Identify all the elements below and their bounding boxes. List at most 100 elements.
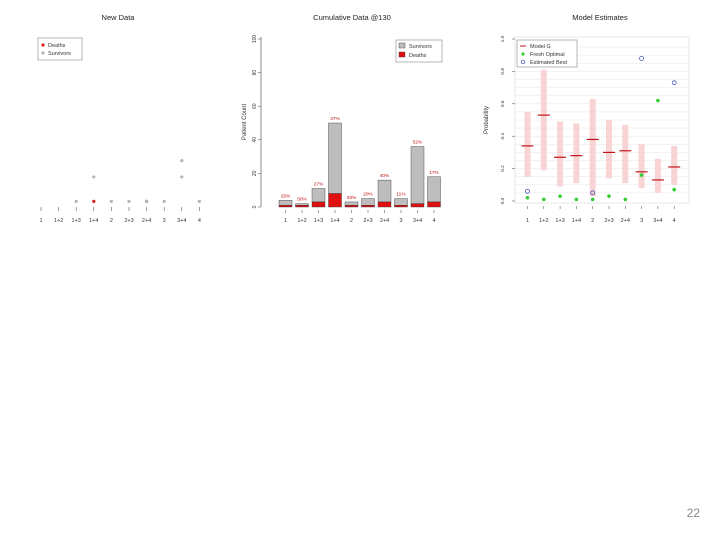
model-estimates-y-ticks: 0.0 0.2 0.4 0.6 0.8 1.0 xyxy=(500,35,515,204)
bar-deaths-3-plus-4 xyxy=(410,203,425,208)
bar-survivors-2 xyxy=(344,201,359,206)
page-number: 22 xyxy=(686,506,700,520)
x-tick-label-cumulative-1-plus-3: 1+3 xyxy=(314,218,323,224)
legend-marker-fresh-optimal xyxy=(521,52,525,56)
legend-marker-survivors xyxy=(41,51,45,55)
legend-label-fresh-optimal: Fresh Optimal xyxy=(530,52,565,58)
y-tick-label-model-estimates-0-8: 0.8 xyxy=(500,68,506,75)
estimated-best-point-2 xyxy=(590,190,596,196)
fresh-optimal-point-1-plus-2 xyxy=(542,197,546,202)
x-tick-label-model-estimates-1: 1 xyxy=(526,218,529,224)
interval-2-plus-3 xyxy=(606,120,612,179)
bar-label-2-plus-3: 20% xyxy=(363,192,373,198)
x-tick-label-new-data-1-plus-3: 1+3 xyxy=(72,218,81,224)
x-tick-label-new-data-1: 1 xyxy=(39,218,42,224)
cumulative-bars: 25% 50% 27% 37% 33% 20% 40% 11% 52% 17% xyxy=(278,116,441,208)
bar-survivors-1-plus-2 xyxy=(295,203,309,206)
legend-box-cumulative xyxy=(395,39,443,63)
bar-survivors-2-plus-4 xyxy=(377,179,392,203)
y-tick-label-cumulative-40: 40 xyxy=(252,137,258,143)
fresh-optimal-point-1-plus-4 xyxy=(574,197,579,202)
interval-1-plus-2 xyxy=(540,69,547,171)
x-tick-label-new-data-3: 3 xyxy=(163,218,166,224)
chart-title-model-estimates: Model Estimates xyxy=(572,13,628,22)
x-tick-label-model-estimates-2-plus-4: 2+4 xyxy=(621,218,630,224)
x-tick-label-model-estimates-3: 3 xyxy=(640,218,643,224)
bar-label-3-plus-4: 52% xyxy=(413,140,423,146)
bar-survivors-1 xyxy=(278,200,293,206)
fresh-optimal-point-1-plus-3 xyxy=(558,194,562,198)
point-new-data-survivors-2 xyxy=(109,199,113,203)
estimated-best-point-4 xyxy=(671,80,677,86)
x-tick-label-model-estimates-2-plus-3: 2+3 xyxy=(604,218,613,224)
bar-label-2: 33% xyxy=(347,195,357,201)
legend-marker-deaths xyxy=(41,43,45,47)
point-new-data-survivors-1-plus-3 xyxy=(74,199,78,203)
legend-box-model-estimates xyxy=(516,39,578,68)
x-tick-label-model-estimates-3-plus-4: 3+4 xyxy=(653,218,662,224)
point-new-data-survivors-4 xyxy=(197,199,201,203)
interval-1 xyxy=(524,111,531,177)
interval-1-plus-4 xyxy=(573,123,580,184)
x-tick-label-cumulative-1: 1 xyxy=(284,218,287,224)
fresh-optimal-point-2 xyxy=(590,197,595,202)
interval-3-plus-4 xyxy=(654,158,661,193)
x-tick-label-model-estimates-1-plus-4: 1+4 xyxy=(572,218,581,224)
legend-marker-estimated-best xyxy=(520,59,526,65)
point-new-data-survivors-3 xyxy=(162,199,166,203)
y-tick-label-model-estimates-0-0: 0.0 xyxy=(500,197,506,204)
model-estimates-y-axis-label: Probability xyxy=(484,106,490,134)
x-tick-label-model-estimates-4: 4 xyxy=(673,218,676,224)
y-tick-label-cumulative-20: 20 xyxy=(252,170,258,176)
interval-4 xyxy=(671,145,678,185)
point-new-data-survivors-2-plus-4 xyxy=(145,199,149,203)
point-new-data-deaths-1-plus-4 xyxy=(92,199,96,203)
x-tick-label-model-estimates-2: 2 xyxy=(591,218,594,224)
point-new-data-survivors-3-plus-4-extra xyxy=(180,175,184,179)
legend-swatch-survivors xyxy=(398,42,406,49)
x-tick-label-new-data-1-plus-4: 1+4 xyxy=(89,218,98,224)
cumulative-y-axis-label: Patient Count xyxy=(242,103,248,140)
y-tick-label-model-estimates-0-2: 0.2 xyxy=(500,165,506,172)
x-tick-label-cumulative-1-plus-2: 1+2 xyxy=(297,218,306,224)
x-tick-label-model-estimates-1-plus-2: 1+2 xyxy=(539,218,548,224)
y-tick-label-model-estimates-0-6: 0.6 xyxy=(500,100,506,107)
x-tick-label-cumulative-4: 4 xyxy=(432,218,435,224)
fresh-optimal-point-2-plus-4 xyxy=(623,197,628,202)
fresh-optimal-point-3 xyxy=(639,173,644,177)
bar-label-1-plus-3: 27% xyxy=(314,182,324,188)
legend-label-survivors: Survivors xyxy=(48,51,71,57)
y-tick-label-model-estimates-0-4: 0.4 xyxy=(500,133,506,140)
point-new-data-survivors-3-plus-4 xyxy=(180,159,184,163)
point-new-data-survivors-1-plus-4 xyxy=(92,175,96,179)
bar-deaths-2-plus-4 xyxy=(377,201,392,208)
bar-deaths-2-plus-3 xyxy=(361,205,375,208)
x-tick-label-model-estimates-1-plus-3: 1+3 xyxy=(555,218,564,224)
legend-swatch-deaths xyxy=(398,51,406,58)
estimated-best-point-3 xyxy=(639,56,644,61)
bar-deaths-1-plus-2 xyxy=(295,205,309,208)
y-tick-label-cumulative-100: 100 xyxy=(252,35,258,44)
x-tick-label-new-data-4: 4 xyxy=(198,218,201,224)
bar-deaths-3 xyxy=(394,205,408,208)
x-tick-label-new-data-2-plus-4: 2+4 xyxy=(142,218,151,224)
bar-deaths-2 xyxy=(344,205,359,208)
chart-new-data: New Data Deaths Survivors 1 1+2 1+3 1+4 2 2+3… xyxy=(37,13,201,224)
model-estimates-x-axis: 1 1+2 1+3 1+4 2 2+3 2+4 3 3+4 4 xyxy=(526,206,676,224)
interval-3 xyxy=(638,144,645,189)
bar-label-1: 25% xyxy=(281,193,291,199)
y-tick-label-cumulative-0: 0 xyxy=(252,205,258,208)
x-tick-label-new-data-1-plus-2: 1+2 xyxy=(54,218,63,224)
x-tick-label-new-data-3-plus-4: 3+4 xyxy=(177,218,186,224)
chart-cumulative-data: Cumulative Data @130 Patient Count 02040… xyxy=(242,13,443,224)
new-data-x-axis: 1 1+2 1+3 1+4 2 2+3 2+4 3 3+4 4 xyxy=(39,207,201,224)
x-tick-label-cumulative-1-plus-4: 1+4 xyxy=(330,218,339,224)
x-tick-label-cumulative-2-plus-3: 2+3 xyxy=(363,218,372,224)
chart-title-new-data: New Data xyxy=(102,13,136,22)
y-tick-label-model-estimates-1-0: 1.0 xyxy=(500,35,506,42)
fresh-optimal-point-3-plus-4 xyxy=(656,98,660,103)
new-data-marks xyxy=(74,159,201,203)
x-tick-label-cumulative-2: 2 xyxy=(350,218,353,224)
